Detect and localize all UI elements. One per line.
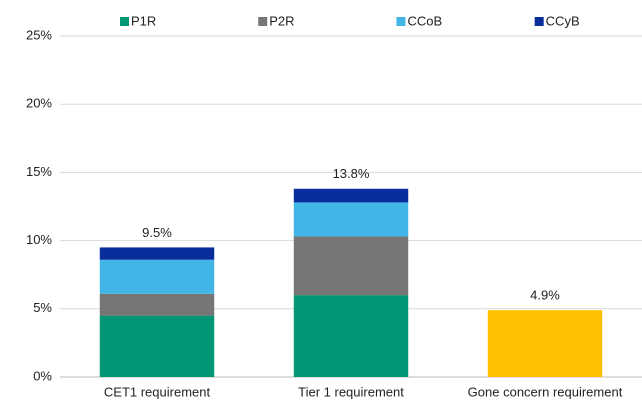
y-tick-label: 0%	[33, 368, 52, 383]
bar-segment	[99, 293, 215, 316]
y-tick-label: 20%	[26, 96, 52, 111]
bar-segment	[293, 236, 409, 296]
legend-swatch	[534, 17, 544, 26]
bar-segment	[99, 259, 215, 294]
legend-swatch	[120, 17, 129, 26]
y-tick-label: 15%	[26, 164, 52, 179]
y-tick-label: 10%	[26, 232, 52, 247]
x-tick-label: Gone concern requirement	[468, 384, 623, 399]
legend-label: CCoB	[407, 13, 442, 28]
legend-label: CCyB	[546, 13, 580, 28]
total-label: 4.9%	[530, 288, 560, 303]
bar-segment	[293, 188, 409, 203]
bar-segment	[99, 315, 215, 377]
bar-segment	[293, 202, 409, 237]
bar-segment	[487, 310, 603, 377]
bar-segment	[293, 295, 409, 377]
x-tick-label: CET1 requirement	[104, 384, 211, 399]
legend-swatch	[258, 17, 268, 26]
y-tick-label: 25%	[26, 27, 52, 42]
legend-label: P1R	[131, 13, 156, 28]
legend-label: P2R	[269, 13, 294, 28]
y-tick-label: 5%	[33, 300, 52, 315]
x-tick-label: Tier 1 requirement	[298, 384, 404, 399]
total-label: 13.8%	[333, 166, 370, 181]
legend-swatch	[396, 17, 406, 26]
total-label: 9.5%	[142, 225, 172, 240]
bar-segment	[99, 247, 215, 260]
